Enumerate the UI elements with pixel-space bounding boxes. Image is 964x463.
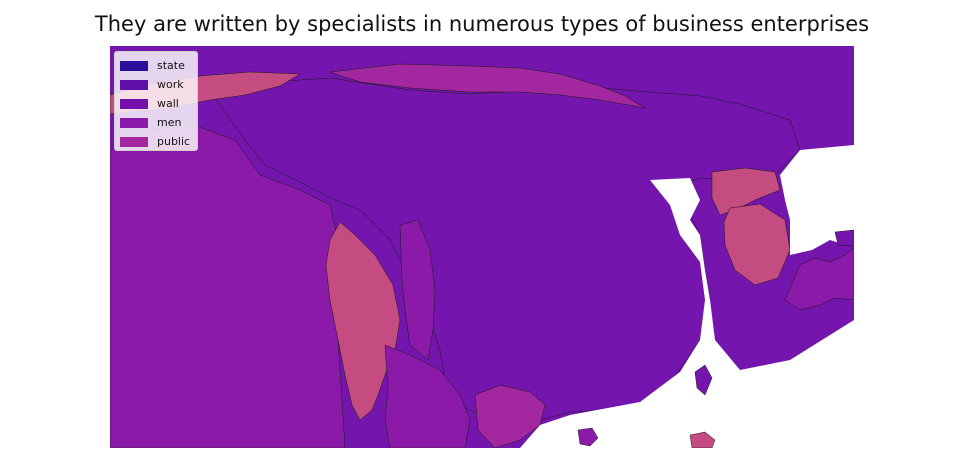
region-east-peninsula	[711, 167, 781, 216]
chart-title: They are written by specialists in numer…	[94, 12, 870, 36]
legend-item-public: public	[120, 132, 192, 151]
legend-swatch	[120, 117, 148, 128]
legend-swatch	[120, 60, 148, 71]
legend-swatch	[120, 79, 148, 90]
region-east-peninsula-south	[723, 203, 791, 286]
legend-label: wall	[157, 97, 179, 110]
legend-label: state	[157, 59, 185, 72]
island-southeast	[689, 431, 716, 448]
legend-swatch	[120, 136, 148, 147]
legend-item-work: work	[120, 75, 192, 94]
island-far-east	[834, 229, 854, 247]
legend-label: men	[157, 116, 182, 129]
legend-item-wall: wall	[120, 94, 192, 113]
legend-label: public	[157, 135, 191, 148]
region-north-band	[329, 63, 646, 109]
region-peninsula	[325, 221, 401, 421]
legend-label: work	[157, 78, 184, 91]
island-east	[694, 364, 713, 396]
legend-item-state: state	[120, 56, 192, 75]
legend-swatch	[120, 98, 148, 109]
region-islands	[784, 247, 854, 311]
legend-item-men: men	[120, 113, 192, 132]
island-south	[577, 427, 599, 447]
region-south	[384, 344, 471, 448]
region-east-strip	[399, 219, 436, 361]
legend: state work wall men public	[114, 51, 198, 151]
sea-northeast	[780, 145, 854, 255]
sea-east	[520, 178, 854, 448]
